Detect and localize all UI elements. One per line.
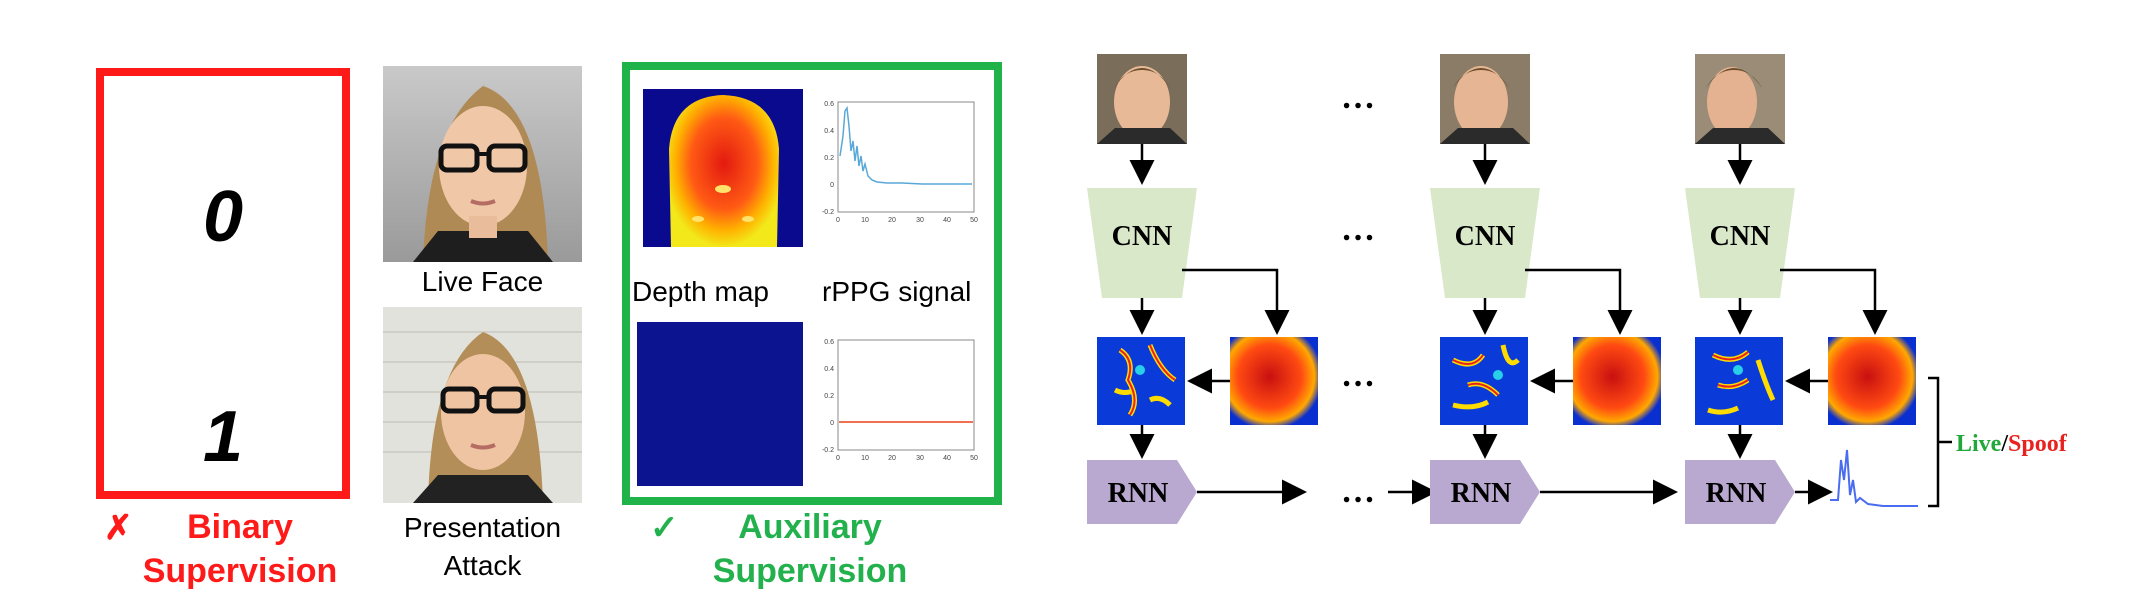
rnn-block-1	[1087, 460, 1197, 524]
label-zero: 0	[202, 177, 244, 257]
auxiliary-title-line1: Auxiliary	[738, 508, 882, 546]
live-face-photo	[383, 66, 582, 262]
x-tick-30: 30	[916, 217, 924, 224]
x-tick-50: 50	[970, 455, 978, 462]
y-tick-neg0.2: -0.2	[822, 447, 834, 454]
ellipsis-row-1: …	[1341, 79, 1375, 116]
live-face-label: Live Face	[421, 266, 544, 297]
x-tick-0: 0	[836, 217, 840, 224]
depth-map-spoof	[637, 322, 803, 486]
result-live: Live	[1956, 431, 2002, 457]
x-tick-40: 40	[943, 455, 951, 462]
attention-map-3	[1695, 337, 1783, 425]
rppg-signal-label: rPPG signal	[822, 276, 972, 307]
result-label: Live/Spoof	[1956, 431, 2068, 457]
rnn-block-2	[1430, 460, 1540, 524]
y-tick-0.2: 0.2	[824, 155, 834, 162]
face-frame-3	[1695, 54, 1785, 144]
binary-title-line1: Binary	[187, 508, 293, 546]
depth-frame-3	[1828, 337, 1916, 425]
output-bracket	[1928, 376, 1940, 508]
ellipsis-row-4: …	[1341, 473, 1375, 510]
depth-frame-2	[1573, 337, 1661, 425]
x-tick-20: 20	[888, 217, 896, 224]
depth-frame-1	[1230, 337, 1318, 425]
attack-label-line2: Attack	[443, 550, 522, 581]
ellipsis-row-3: …	[1341, 357, 1375, 394]
binary-title-line2: Supervision	[142, 552, 338, 590]
binary-supervision-box: 0 1	[96, 68, 350, 499]
y-tick-0.6: 0.6	[824, 101, 834, 108]
x-tick-30: 30	[916, 455, 924, 462]
attack-label-line1: Presentation	[403, 512, 562, 543]
output-rppg-signal	[1830, 449, 1918, 507]
presentation-attack-photo	[383, 307, 582, 503]
x-tick-10: 10	[861, 455, 869, 462]
face-frame-1	[1097, 54, 1187, 144]
column-frame-2: CNN RNN	[1430, 54, 1678, 524]
result-separator: /	[2000, 431, 2008, 457]
face-frame-2	[1440, 54, 1530, 144]
depth-map-label: Depth map	[632, 276, 769, 307]
cross-icon: ✗	[104, 509, 133, 547]
x-tick-40: 40	[943, 217, 951, 224]
cnn-label-1: CNN	[1112, 221, 1173, 252]
y-tick-0: 0	[830, 182, 834, 189]
cnn-rnn-pipeline: CNN RNN … … … … CNN	[1087, 54, 2068, 524]
auxiliary-title-line2: Supervision	[712, 552, 908, 590]
result-spoof: Spoof	[2008, 431, 2068, 457]
x-tick-0: 0	[836, 455, 840, 462]
x-tick-20: 20	[888, 455, 896, 462]
y-tick-neg0.2: -0.2	[822, 209, 834, 216]
y-tick-0.6: 0.6	[824, 339, 834, 346]
cnn-block-2	[1430, 188, 1540, 298]
y-tick-0.4: 0.4	[824, 366, 834, 373]
cnn-block-1	[1087, 188, 1197, 298]
depth-map-live	[643, 89, 803, 247]
cnn-label-2: CNN	[1455, 221, 1516, 252]
rnn-label-2: RNN	[1451, 478, 1512, 509]
attention-map-2	[1440, 337, 1528, 425]
cnn-label-3: CNN	[1710, 221, 1771, 252]
rnn-label-1: RNN	[1108, 478, 1169, 509]
rnn-block-3	[1685, 460, 1795, 524]
rnn-label-3: RNN	[1706, 478, 1767, 509]
column-frame-3: CNN RNN	[1685, 54, 1918, 524]
y-tick-0: 0	[830, 420, 834, 427]
cnn-block-3	[1685, 188, 1795, 298]
x-tick-50: 50	[970, 217, 978, 224]
rppg-live-line	[839, 105, 972, 185]
x-tick-10: 10	[861, 217, 869, 224]
rppg-plot-live: 0.6 0.4 0.2 0 -0.2 0 10 20 30 40 50	[822, 101, 978, 224]
y-tick-0.4: 0.4	[824, 128, 834, 135]
check-icon: ✓	[650, 509, 679, 547]
column-frame-1: CNN RNN	[1087, 54, 1318, 524]
rppg-plot-spoof: 0.6 0.4 0.2 0 -0.2 0 10 20 30 40 50	[822, 339, 978, 462]
y-tick-0.2: 0.2	[824, 393, 834, 400]
attention-map-1	[1097, 337, 1185, 425]
ellipsis-row-2: …	[1341, 211, 1375, 248]
label-one: 1	[202, 397, 244, 477]
